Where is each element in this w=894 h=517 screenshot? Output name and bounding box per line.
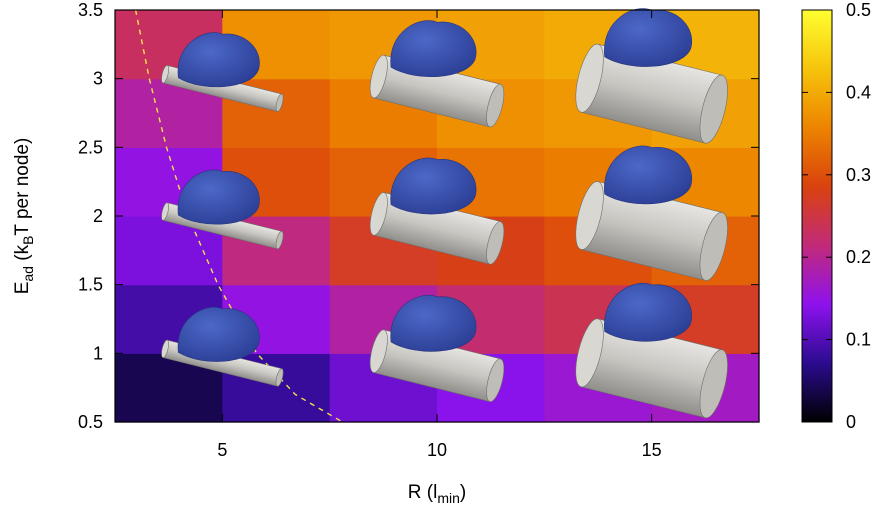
y-tick-label: 1.5 [78, 275, 103, 295]
y-tick-label: 0.5 [78, 412, 103, 432]
colorbar-tick-label: 0.2 [846, 247, 871, 267]
colorbar-tick-label: 0.3 [846, 165, 871, 185]
x-tick-label: 15 [642, 440, 662, 460]
x-axis-title: R (lmin) [408, 482, 466, 506]
y-tick-label: 3.5 [78, 0, 103, 20]
colorbar-gradient [802, 10, 832, 422]
colorbar-tick-label: 0.4 [846, 82, 871, 102]
x-tick-label: 5 [217, 440, 227, 460]
colorbar-tick-label: 0.1 [846, 330, 871, 350]
y-tick-label: 1 [93, 343, 103, 363]
y-axis-title: Ead (kBT per node) [12, 138, 36, 295]
colorbar-tick-label: 0 [846, 412, 856, 432]
y-tick-label: 3 [93, 69, 103, 89]
y-tick-label: 2 [93, 206, 103, 226]
y-tick-label: 2.5 [78, 137, 103, 157]
colorbar: 0 0.1 0.2 0.3 0.4 0.5 [802, 0, 871, 432]
x-tick-label: 10 [427, 440, 447, 460]
colorbar-tick-label: 0.5 [846, 0, 871, 20]
